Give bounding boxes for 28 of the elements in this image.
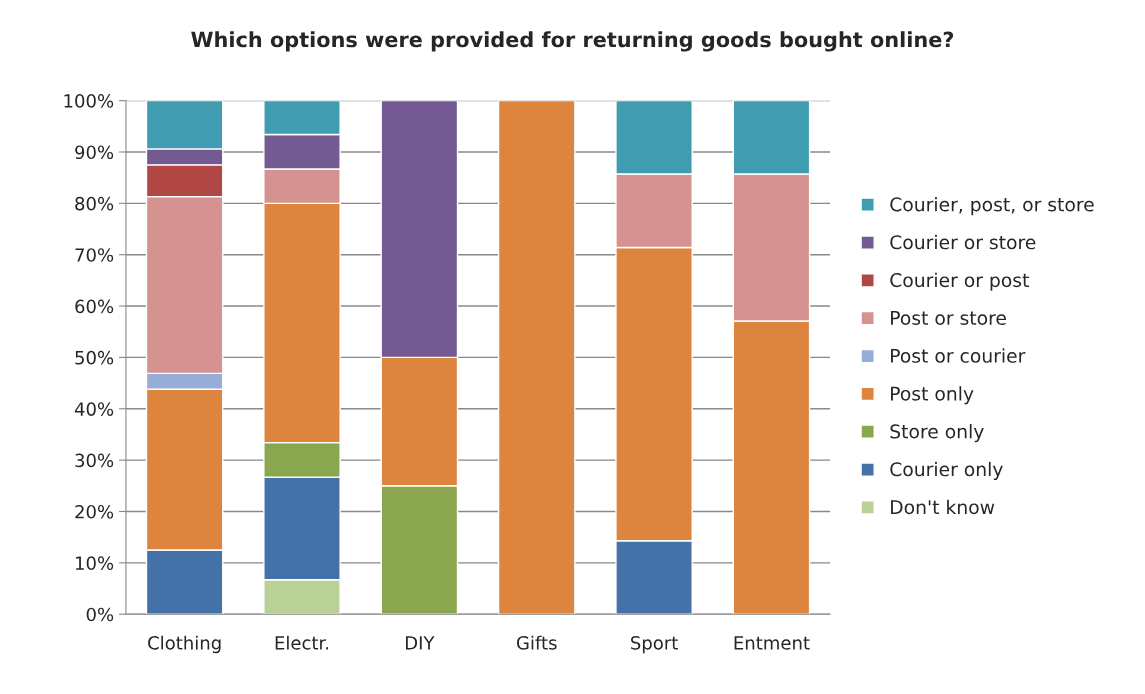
y-tick-label: 30% (75, 453, 114, 468)
y-tick-label: 10% (76, 556, 114, 570)
legend-label: Courier or post (890, 272, 1029, 291)
x-tick-label: Gifts (516, 635, 557, 650)
x-tick-label: Sport (631, 636, 678, 654)
legend-label: Store only (890, 424, 984, 443)
chart-title: Which options were provided for returning goods bought online? (191, 31, 954, 52)
y-tick-label: 40% (74, 402, 114, 416)
y-tick-label: 50% (75, 350, 114, 365)
y-tick-label: 100% (64, 94, 114, 108)
legend-label: Courier, post, or store (890, 197, 1094, 216)
y-tick-label: 20% (75, 504, 114, 519)
legend-label: Courier or store (890, 234, 1036, 250)
legend-label: Post or courier (891, 348, 1026, 363)
x-tick-label: DIY (406, 636, 435, 650)
y-tick-label: 70% (75, 248, 114, 262)
y-tick-label: 60% (75, 299, 114, 314)
x-tick-label: Entment (734, 636, 810, 650)
legend-label: Courier only (890, 461, 1003, 480)
bar (497, 100, 576, 615)
legend-label: Post or store (891, 311, 1006, 326)
y-tick-label: 0% (86, 607, 114, 622)
x-tick-label: Clothing (148, 635, 221, 654)
y-tick-label: 80% (75, 196, 114, 211)
x-tick-label: Electr. (275, 635, 329, 650)
legend-label: Don't know (891, 499, 995, 515)
legend-label: Post only (891, 386, 974, 405)
y-tick-label: 90% (75, 145, 114, 160)
